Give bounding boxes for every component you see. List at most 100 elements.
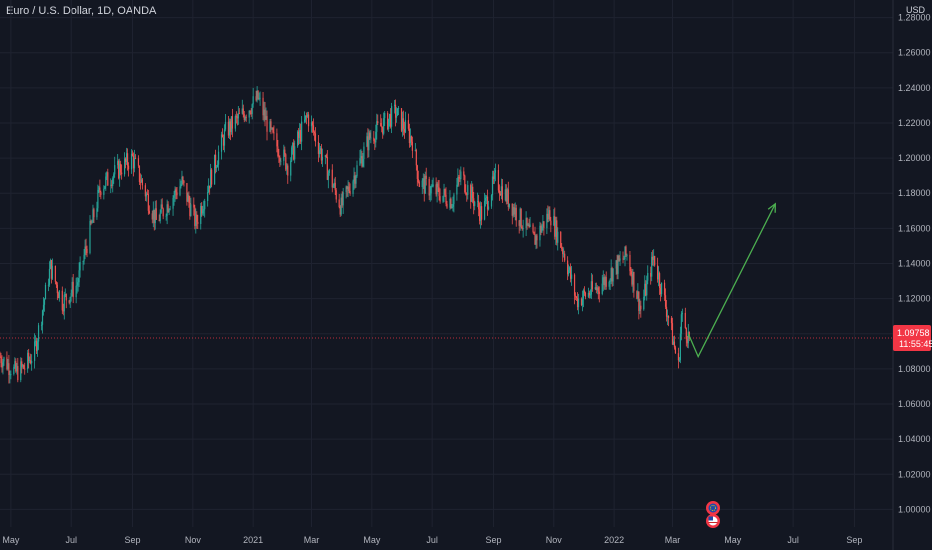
candle — [139, 173, 142, 190]
candle — [494, 163, 497, 182]
candle — [84, 239, 86, 260]
time-axis[interactable]: May Jul Sep Nov 2021 Mar May Jul Sep Nov 2022 Mar Ma… — [2, 535, 862, 545]
candle — [485, 195, 488, 205]
candle — [491, 170, 494, 201]
candle — [229, 118, 232, 141]
candle — [573, 273, 576, 305]
candle — [162, 207, 164, 220]
candle — [472, 183, 474, 204]
candle — [145, 191, 147, 202]
candle — [483, 192, 486, 221]
candles — [0, 86, 690, 384]
x-tick-label: Nov — [185, 535, 202, 545]
candle — [48, 261, 51, 287]
candle — [124, 157, 127, 169]
candle — [307, 111, 310, 132]
candle — [272, 127, 274, 134]
candle — [93, 207, 95, 224]
candle — [418, 180, 420, 188]
candle — [659, 271, 661, 295]
candle — [70, 289, 72, 302]
candle — [404, 111, 407, 134]
chart-title: Euro / U.S. Dollar, 1D, OANDA — [6, 5, 157, 17]
candle — [390, 108, 392, 129]
candle — [595, 282, 597, 294]
candle — [180, 180, 182, 189]
x-tick-label: 2022 — [604, 535, 624, 545]
candle — [263, 101, 265, 122]
candle — [645, 280, 647, 296]
candle — [437, 180, 439, 192]
candle — [62, 303, 64, 316]
candle — [623, 255, 625, 260]
candle — [425, 167, 427, 186]
candle — [35, 335, 37, 347]
candle — [367, 128, 369, 158]
candle — [640, 300, 642, 318]
candle — [553, 209, 555, 227]
y-tick-label: 1.02000 — [898, 469, 931, 479]
currency-label: USD — [906, 5, 926, 15]
us-flag-icon[interactable] — [706, 514, 720, 528]
candle — [625, 245, 627, 257]
candle — [211, 168, 213, 188]
candle — [500, 178, 502, 199]
candle — [243, 111, 245, 123]
candle — [492, 170, 495, 184]
price-axis[interactable]: 1.000001.020001.040001.060001.080001.100… — [892, 0, 931, 550]
euro-flag-icon[interactable] — [706, 501, 720, 515]
candle — [650, 266, 652, 285]
candle — [457, 168, 459, 187]
candle — [134, 154, 137, 160]
candle — [657, 257, 659, 283]
candle — [166, 199, 168, 225]
candle — [672, 336, 675, 346]
candle — [13, 364, 15, 376]
candle — [43, 298, 46, 312]
candle — [506, 187, 508, 205]
candle — [643, 289, 645, 311]
candle — [588, 290, 590, 299]
arrow-head — [767, 202, 776, 213]
candle — [227, 115, 230, 139]
candle — [368, 129, 370, 158]
x-tick-label: May — [363, 535, 381, 545]
candle — [278, 148, 280, 163]
candle — [504, 184, 506, 202]
y-tick-label: 1.12000 — [898, 294, 931, 304]
x-tick-label: Mar — [304, 535, 320, 545]
candle — [234, 114, 236, 132]
candle — [456, 177, 458, 201]
candle — [110, 178, 112, 194]
candle — [394, 99, 397, 127]
candle — [562, 246, 564, 262]
projection-arrow-group[interactable] — [687, 202, 776, 359]
candle — [410, 135, 412, 146]
candle — [335, 188, 337, 203]
candle — [361, 150, 363, 168]
candle — [352, 179, 354, 197]
candle — [325, 153, 327, 159]
candle — [630, 266, 632, 277]
candle — [15, 358, 17, 373]
candle — [113, 172, 115, 184]
candle — [223, 124, 226, 153]
candle — [99, 179, 101, 198]
x-tick-label: Jul — [426, 535, 438, 545]
candle — [209, 185, 211, 195]
candle — [214, 149, 217, 174]
x-tick-label: Mar — [665, 535, 681, 545]
event-flags[interactable] — [706, 501, 720, 528]
candle — [584, 291, 587, 300]
candle — [271, 127, 273, 131]
candle — [306, 111, 309, 119]
candle — [290, 157, 292, 182]
candle — [395, 107, 398, 123]
candle — [451, 204, 453, 209]
projection-arrow[interactable] — [687, 203, 776, 359]
candle — [638, 291, 640, 320]
candle — [320, 143, 323, 165]
candle — [63, 291, 65, 320]
candle — [86, 245, 88, 258]
